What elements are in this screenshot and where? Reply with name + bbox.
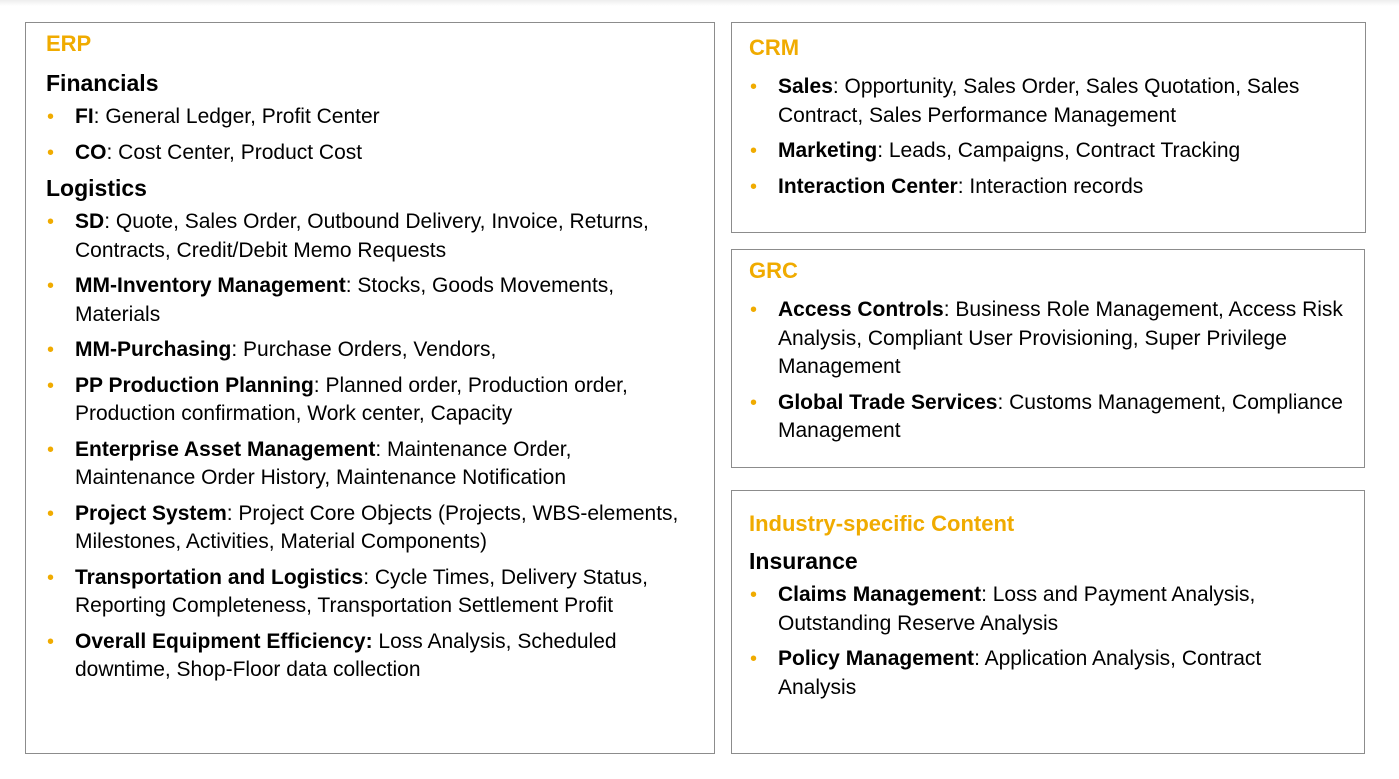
financials-list: • FI: General Ledger, Profit Center • CO: …: [46, 103, 714, 167]
industry-title: Industry-specific Content: [749, 511, 1015, 536]
bullet-icon: •: [47, 211, 55, 233]
list-item: • MM-Purchasing: Purchase Orders, Vendors…: [46, 336, 714, 365]
list-item: • Project System: Project Core Objects (P…: [47, 501, 679, 554]
bullet-icon: •: [47, 566, 55, 589]
list-item: • Sales: Opportunity, Sales Order, Sales …: [750, 75, 1300, 127]
bullet-icon: •: [47, 141, 55, 164]
bullet-icon: •: [750, 648, 758, 670]
crm-list: • Sales: Opportunity, Sales Order, Sales …: [749, 73, 1365, 201]
grc-title: GRC: [749, 258, 798, 283]
list-item: • Interaction Center: Interaction records: [749, 173, 1365, 202]
crm-panel: CRM • Sales: Opportunity, Sales Order, Sa…: [731, 22, 1366, 233]
bullet-icon: •: [47, 339, 55, 361]
insurance-list: • Claims Management: Loss and Payment Ana…: [749, 581, 1364, 702]
bullet-icon: •: [47, 438, 55, 461]
list-item: • Transportation and Logistics: Cycle Tim…: [47, 565, 648, 618]
logistics-heading: Logistics: [46, 175, 147, 201]
list-item: • SD: Quote, Sales Order, Outbound Delive…: [47, 210, 649, 262]
top-shadow-line: [0, 0, 1399, 6]
erp-panel: ERP Financials • FI: General Ledger, Prof…: [25, 22, 715, 754]
bullet-icon: •: [750, 76, 758, 98]
bullet-icon: •: [47, 374, 55, 397]
grc-list: • Access Controls: Business Role Manageme…: [749, 296, 1364, 446]
bullet-icon: •: [750, 175, 758, 198]
grc-panel: GRC • Access Controls: Business Role Mana…: [731, 249, 1365, 468]
bullet-icon: •: [47, 630, 55, 653]
bullet-icon: •: [750, 584, 758, 606]
erp-title: ERP: [46, 31, 92, 56]
list-item: • MM-Inventory Management: Stocks, Goods …: [47, 274, 615, 326]
list-item: • Marketing: Leads, Campaigns, Contract T…: [749, 137, 1365, 166]
bullet-icon: •: [750, 391, 758, 414]
list-item: • CO: Cost Center, Product Cost: [46, 139, 714, 168]
list-item: • FI: General Ledger, Profit Center: [46, 103, 714, 132]
bullet-icon: •: [750, 140, 758, 162]
financials-heading: Financials: [46, 70, 159, 96]
list-item: • Overall Equipment Efficiency: Loss Anal…: [47, 629, 617, 682]
list-item: • Enterprise Asset Management: Maintenanc…: [47, 437, 572, 490]
list-item: • Claims Management: Loss and Payment Ana…: [750, 583, 1256, 635]
list-item: • Global Trade Services: Customs Manageme…: [750, 390, 1343, 443]
bullet-icon: •: [750, 299, 758, 321]
logistics-list: • SD: Quote, Sales Order, Outbound Delive…: [46, 208, 714, 685]
bullet-icon: •: [47, 106, 55, 128]
crm-title: CRM: [749, 35, 800, 60]
list-item: • Access Controls: Business Role Manageme…: [750, 298, 1343, 378]
insurance-heading: Insurance: [749, 548, 858, 574]
bullet-icon: •: [47, 275, 55, 297]
industry-panel: Industry-specific Content Insurance • Cla…: [731, 490, 1365, 754]
bullet-icon: •: [47, 502, 55, 525]
list-item: • Policy Management: Application Analysis…: [750, 647, 1262, 699]
list-item: • PP Production Planning: Planned order, …: [47, 373, 628, 426]
